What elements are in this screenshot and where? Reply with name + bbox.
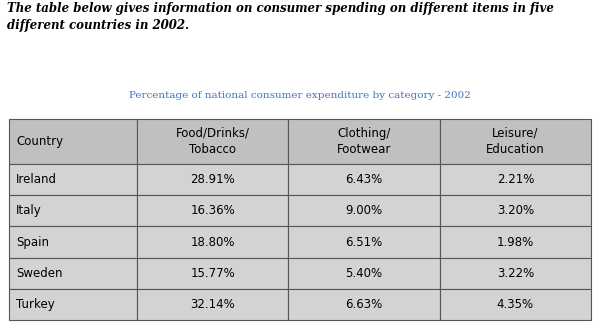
Bar: [137, 258, 289, 289]
Bar: [9, 195, 137, 227]
Text: Italy: Italy: [16, 204, 42, 217]
Text: 32.14%: 32.14%: [190, 298, 235, 311]
Bar: [9, 164, 137, 195]
Text: Sweden: Sweden: [16, 267, 63, 280]
Text: 3.22%: 3.22%: [497, 267, 534, 280]
Bar: [137, 119, 289, 164]
Bar: [440, 289, 591, 320]
Bar: [289, 227, 440, 258]
Text: Ireland: Ireland: [16, 173, 57, 186]
Text: 18.80%: 18.80%: [190, 236, 235, 249]
Text: 6.63%: 6.63%: [346, 298, 383, 311]
Text: Food/Drinks/
Tobacco: Food/Drinks/ Tobacco: [176, 127, 250, 156]
Text: The table below gives information on consumer spending on different items in fiv: The table below gives information on con…: [7, 2, 554, 32]
Text: Percentage of national consumer expenditure by category - 2002: Percentage of national consumer expendit…: [129, 91, 471, 100]
Bar: [137, 195, 289, 227]
Text: 6.51%: 6.51%: [346, 236, 383, 249]
Bar: [289, 119, 440, 164]
Bar: [9, 119, 137, 164]
Bar: [137, 164, 289, 195]
Bar: [137, 227, 289, 258]
Text: 15.77%: 15.77%: [190, 267, 235, 280]
Text: 4.35%: 4.35%: [497, 298, 534, 311]
Text: 5.40%: 5.40%: [346, 267, 383, 280]
Text: Turkey: Turkey: [16, 298, 55, 311]
Bar: [289, 195, 440, 227]
Bar: [289, 164, 440, 195]
Text: 1.98%: 1.98%: [497, 236, 534, 249]
Bar: [9, 258, 137, 289]
Text: 28.91%: 28.91%: [190, 173, 235, 186]
Bar: [440, 195, 591, 227]
Bar: [289, 289, 440, 320]
Text: 6.43%: 6.43%: [346, 173, 383, 186]
Text: 2.21%: 2.21%: [497, 173, 534, 186]
Text: 3.20%: 3.20%: [497, 204, 534, 217]
Text: 9.00%: 9.00%: [346, 204, 383, 217]
Bar: [440, 119, 591, 164]
Text: Country: Country: [16, 135, 64, 148]
Bar: [440, 227, 591, 258]
Bar: [440, 164, 591, 195]
Bar: [9, 289, 137, 320]
Bar: [440, 258, 591, 289]
Bar: [289, 258, 440, 289]
Text: Clothing/
Footwear: Clothing/ Footwear: [337, 127, 391, 156]
Bar: [137, 289, 289, 320]
Text: 16.36%: 16.36%: [190, 204, 235, 217]
Text: Leisure/
Education: Leisure/ Education: [486, 127, 545, 156]
Text: Spain: Spain: [16, 236, 49, 249]
Bar: [9, 227, 137, 258]
